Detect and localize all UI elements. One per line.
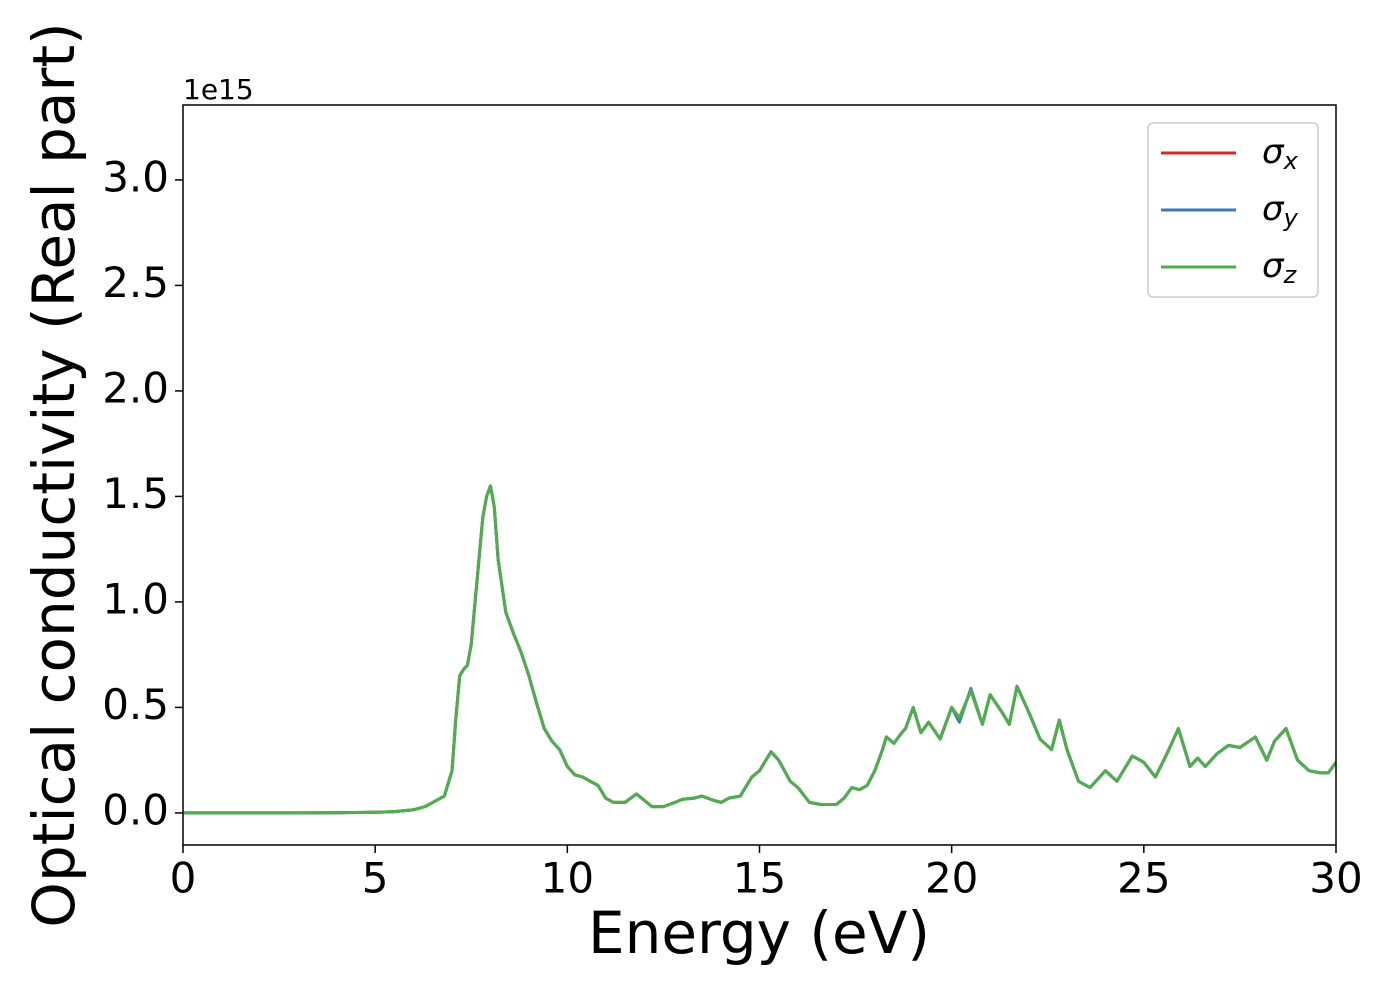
y-tick-label: 2.5 xyxy=(102,258,169,307)
x-tick-label: 30 xyxy=(1309,854,1362,903)
y-tick-label: 3.0 xyxy=(102,152,169,201)
offset-text: 1e15 xyxy=(183,73,254,106)
legend-label: σy xyxy=(1262,189,1299,233)
y-tick-label: 0.0 xyxy=(102,785,169,834)
x-tick-label: 10 xyxy=(541,854,594,903)
x-tick-label: 20 xyxy=(925,854,978,903)
y-tick-label: 2.0 xyxy=(102,363,169,412)
x-axis-label: Energy (eV) xyxy=(588,899,930,967)
x-tick-label: 25 xyxy=(1117,854,1170,903)
y-tick-label: 1.0 xyxy=(102,574,169,623)
legend-label: σx xyxy=(1262,132,1299,176)
y-tick-label: 0.5 xyxy=(102,680,169,729)
y-axis-label: Optical conductivity (Real part) xyxy=(20,22,88,927)
plot-frame xyxy=(182,104,1337,846)
y-tick-label: 1.5 xyxy=(102,469,169,518)
x-tick-label: 0 xyxy=(170,854,197,903)
series-line xyxy=(183,484,1336,815)
x-tick-label: 5 xyxy=(362,854,389,903)
legend-label: σz xyxy=(1262,246,1298,290)
x-tick-label: 15 xyxy=(733,854,786,903)
